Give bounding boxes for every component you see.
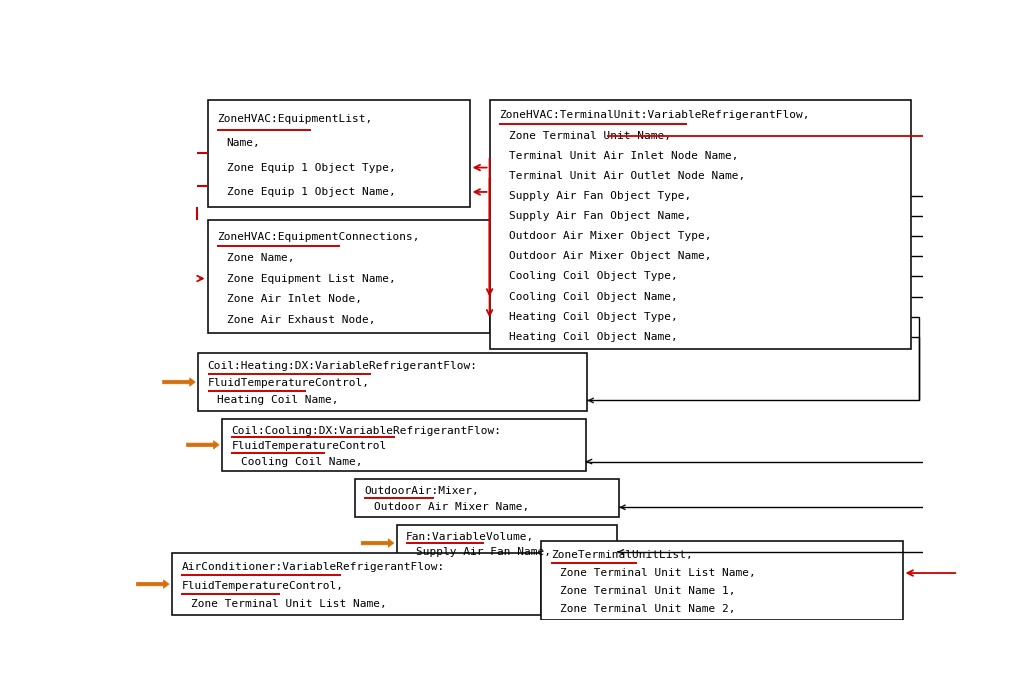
- Text: ZoneTerminalUnitList,: ZoneTerminalUnitList,: [550, 550, 693, 560]
- Text: FluidTemperatureControl,: FluidTemperatureControl,: [207, 378, 370, 388]
- Bar: [541, 541, 903, 620]
- Bar: [221, 418, 585, 471]
- Bar: [397, 525, 617, 561]
- Bar: [207, 220, 490, 333]
- Bar: [490, 100, 910, 349]
- Bar: [172, 553, 541, 615]
- Text: Coil:Heating:DX:VariableRefrigerantFlow:: Coil:Heating:DX:VariableRefrigerantFlow:: [207, 361, 478, 372]
- Text: Heating Coil Name,: Heating Coil Name,: [217, 395, 338, 406]
- Text: Name,: Name,: [227, 138, 260, 148]
- Text: Zone Air Exhaust Node,: Zone Air Exhaust Node,: [227, 315, 375, 325]
- Text: Zone Terminal Unit Name,: Zone Terminal Unit Name,: [508, 130, 670, 141]
- Text: Cooling Coil Object Type,: Cooling Coil Object Type,: [508, 271, 678, 282]
- Text: ZoneHVAC:TerminalUnit:VariableRefrigerantFlow,: ZoneHVAC:TerminalUnit:VariableRefrigeran…: [499, 110, 810, 121]
- Text: Fan:VariableVolume,: Fan:VariableVolume,: [406, 532, 534, 542]
- Bar: [207, 100, 469, 207]
- Text: Heating Coil Object Name,: Heating Coil Object Name,: [508, 332, 678, 342]
- Text: Outdoor Air Mixer Name,: Outdoor Air Mixer Name,: [373, 503, 529, 512]
- Text: Cooling Coil Name,: Cooling Coil Name,: [241, 457, 363, 466]
- Text: Cooling Coil Object Name,: Cooling Coil Object Name,: [508, 291, 678, 302]
- Text: Supply Air Fan Object Type,: Supply Air Fan Object Type,: [508, 191, 691, 201]
- Text: Outdoor Air Mixer Object Type,: Outdoor Air Mixer Object Type,: [508, 231, 711, 241]
- Text: Supply Air Fan Object Name,: Supply Air Fan Object Name,: [508, 211, 691, 221]
- Text: Supply Air Fan Name,: Supply Air Fan Name,: [416, 547, 550, 557]
- Text: Zone Terminal Unit List Name,: Zone Terminal Unit List Name,: [191, 599, 386, 608]
- Text: Zone Terminal Unit Name 1,: Zone Terminal Unit Name 1,: [561, 586, 736, 596]
- Text: Outdoor Air Mixer Object Name,: Outdoor Air Mixer Object Name,: [508, 252, 711, 261]
- Text: Zone Name,: Zone Name,: [227, 252, 294, 263]
- Text: AirConditioner:VariableRefrigerantFlow:: AirConditioner:VariableRefrigerantFlow:: [181, 562, 445, 572]
- Text: FluidTemperatureControl: FluidTemperatureControl: [232, 441, 386, 451]
- Text: FluidTemperatureControl,: FluidTemperatureControl,: [181, 581, 343, 590]
- Text: Terminal Unit Air Inlet Node Name,: Terminal Unit Air Inlet Node Name,: [508, 151, 738, 161]
- Text: Zone Equip 1 Object Type,: Zone Equip 1 Object Type,: [227, 162, 396, 173]
- Text: OutdoorAir:Mixer,: OutdoorAir:Mixer,: [364, 487, 479, 496]
- Text: Heating Coil Object Type,: Heating Coil Object Type,: [508, 312, 678, 322]
- Text: Zone Equip 1 Object Name,: Zone Equip 1 Object Name,: [227, 187, 396, 197]
- Text: Terminal Unit Air Outlet Node Name,: Terminal Unit Air Outlet Node Name,: [508, 171, 745, 181]
- Text: Zone Terminal Unit List Name,: Zone Terminal Unit List Name,: [561, 568, 756, 578]
- Text: Zone Air Inlet Node,: Zone Air Inlet Node,: [227, 294, 362, 305]
- Text: Zone Terminal Unit Name 2,: Zone Terminal Unit Name 2,: [561, 604, 736, 614]
- Text: ZoneHVAC:EquipmentList,: ZoneHVAC:EquipmentList,: [217, 114, 372, 124]
- Text: Zone Equipment List Name,: Zone Equipment List Name,: [227, 273, 396, 284]
- Bar: [198, 353, 587, 411]
- Bar: [355, 479, 619, 517]
- Text: ZoneHVAC:EquipmentConnections,: ZoneHVAC:EquipmentConnections,: [217, 232, 419, 242]
- Text: Coil:Cooling:DX:VariableRefrigerantFlow:: Coil:Cooling:DX:VariableRefrigerantFlow:: [232, 426, 501, 436]
